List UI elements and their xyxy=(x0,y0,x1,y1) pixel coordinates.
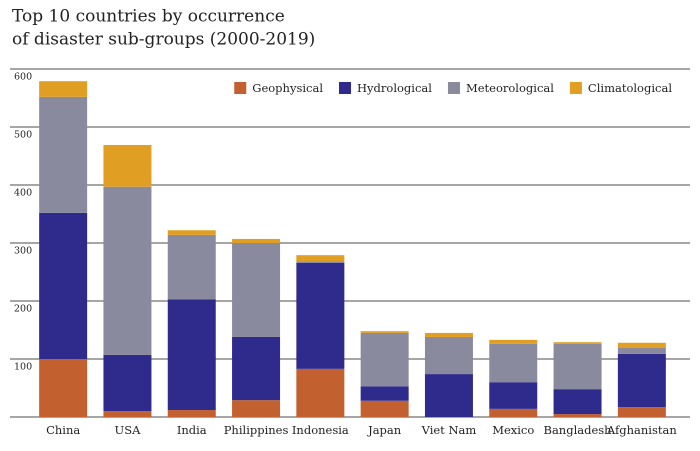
legend-swatch xyxy=(447,82,460,94)
x-tick-label: Japan xyxy=(367,423,402,437)
bar-segment xyxy=(617,353,666,408)
x-tick-label: Viet Nam xyxy=(421,423,477,437)
bar-segment xyxy=(617,407,666,417)
bar-segment xyxy=(103,354,152,412)
bar-segment xyxy=(232,243,281,337)
y-tick-label: 600 xyxy=(14,72,32,83)
bar-segment xyxy=(296,255,345,262)
y-tick-label: 100 xyxy=(14,362,32,373)
x-tick-label: Indonesia xyxy=(292,423,349,437)
y-tick-label: 500 xyxy=(14,130,32,141)
x-tick-label: India xyxy=(177,423,207,437)
bar-segment xyxy=(617,342,666,348)
bar-segment xyxy=(39,81,88,97)
legend-swatch xyxy=(339,82,352,94)
bar-segment xyxy=(296,368,345,417)
bar-segment xyxy=(232,336,281,401)
bar-segment xyxy=(232,238,281,243)
legend-label: Hydrological xyxy=(357,81,432,95)
y-tick-label: 400 xyxy=(14,188,32,199)
bar-segment xyxy=(103,144,152,187)
bar-segment xyxy=(360,332,409,387)
bar-segment xyxy=(39,96,88,213)
y-tick-label: 300 xyxy=(14,246,32,257)
legend-label: Climatological xyxy=(588,81,672,95)
bar-segment xyxy=(553,414,602,417)
bar-segment xyxy=(489,343,538,383)
bar-segment xyxy=(103,411,152,417)
bar-segment xyxy=(360,386,409,401)
bar-segment xyxy=(424,374,473,417)
bar-segment xyxy=(39,212,88,359)
bar-segment xyxy=(167,410,216,417)
bar-segment xyxy=(360,400,409,417)
legend-label: Meteorological xyxy=(466,81,554,95)
bar-segment xyxy=(553,343,602,390)
bar-segment xyxy=(232,400,281,417)
x-tick-label: Bangladesh xyxy=(544,423,613,437)
chart-title: of disaster sub-groups (2000-2019) xyxy=(12,30,315,50)
bar-segment xyxy=(296,261,345,263)
bar-segment xyxy=(424,332,473,337)
bar-segment xyxy=(296,262,345,369)
bar-segment xyxy=(103,186,152,355)
y-tick-label: 200 xyxy=(14,304,32,315)
bar-segment xyxy=(553,342,602,344)
bar-segment xyxy=(360,331,409,333)
bar-segment xyxy=(167,234,216,300)
bar-segment xyxy=(167,299,216,411)
legend-label: Geophysical xyxy=(252,81,323,95)
bar-segment xyxy=(489,408,538,417)
x-tick-label: USA xyxy=(115,423,142,437)
bar-segment xyxy=(167,230,216,235)
legend-swatch xyxy=(234,82,247,94)
x-tick-label: Mexico xyxy=(492,423,534,437)
bar-segment xyxy=(489,382,538,409)
bar-segment xyxy=(39,359,88,417)
x-tick-label: Afghanistan xyxy=(606,423,677,437)
bar-segment xyxy=(617,347,666,354)
legend-swatch xyxy=(569,82,582,94)
chart-title: Top 10 countries by occurrence xyxy=(12,7,285,27)
x-tick-label: Philippines xyxy=(224,423,289,437)
bar-segment xyxy=(553,389,602,415)
bar-segment xyxy=(424,336,473,375)
bar-segment xyxy=(489,339,538,344)
x-tick-label: China xyxy=(46,423,80,437)
